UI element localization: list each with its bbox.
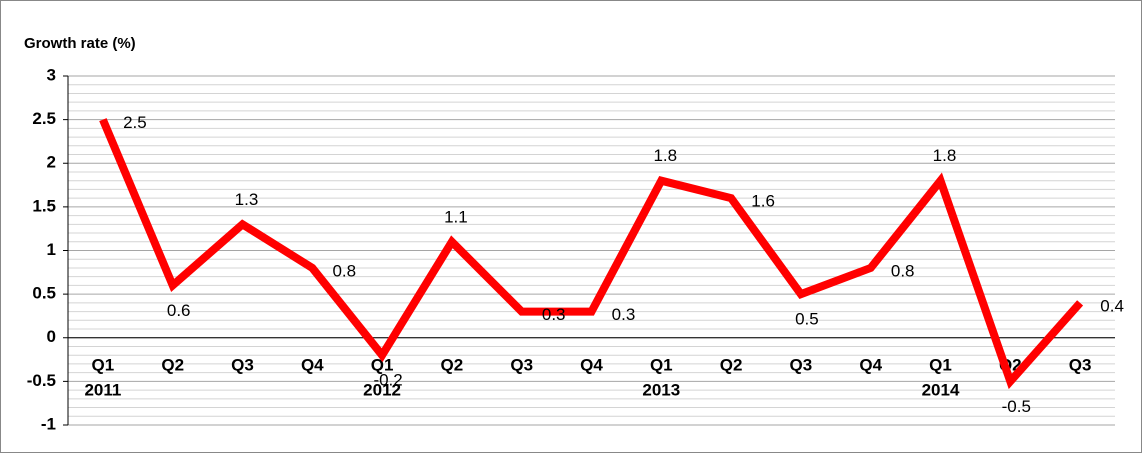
data-label: 2.5 — [123, 113, 147, 132]
data-label: 0.4 — [1100, 296, 1124, 315]
data-label: 0.5 — [795, 310, 819, 329]
y-tick-label: 3 — [47, 65, 56, 84]
data-label: 0.6 — [167, 301, 191, 320]
y-tick-label: 2.5 — [32, 109, 56, 128]
data-label: 1.8 — [653, 146, 677, 165]
data-label: 1.8 — [933, 146, 957, 165]
data-label: 1.6 — [751, 192, 775, 211]
data-label: -0.2 — [373, 371, 402, 390]
x-tick-label: Q4 — [859, 355, 882, 374]
data-label: 0.3 — [542, 305, 566, 324]
y-tick-label: 2 — [47, 153, 56, 172]
y-tick-label: -1 — [41, 414, 56, 433]
x-tick-label: Q3 — [1069, 355, 1092, 374]
x-tick-label: Q4 — [580, 355, 603, 374]
data-label: 0.3 — [612, 305, 636, 324]
y-tick-label: 1.5 — [32, 196, 56, 215]
x-group-label: 2012 — [363, 380, 401, 399]
x-tick-label: Q1 — [92, 355, 115, 374]
x-tick-label: Q1 — [929, 355, 952, 374]
data-label: 1.1 — [444, 207, 468, 226]
x-tick-label: Q2 — [720, 355, 743, 374]
y-tick-label: -0.5 — [27, 371, 56, 390]
data-label: 0.8 — [332, 261, 356, 280]
line — [99, 118, 1084, 390]
data-label: -0.5 — [1002, 397, 1031, 416]
x-tick-label: Q2 — [441, 355, 464, 374]
x-group-label: 2014 — [922, 380, 960, 399]
x-group-label: 2011 — [84, 380, 121, 399]
x-tick-label: Q3 — [231, 355, 254, 374]
x-tick-label: Q1 — [371, 355, 394, 374]
x-tick-label: Q2 — [161, 355, 184, 374]
x-group-label: 2013 — [642, 380, 680, 399]
x-tick-label: Q1 — [650, 355, 673, 374]
chart-title: Growth rate (%) — [24, 35, 136, 52]
data-label: 0.8 — [891, 261, 915, 280]
y-tick-label: 1 — [47, 240, 56, 259]
y-tick-label: 0.5 — [32, 284, 56, 303]
y-tick-label: 0 — [47, 327, 56, 346]
x-tick-label: Q3 — [510, 355, 533, 374]
x-tick-label: Q4 — [301, 355, 324, 374]
x-tick-label: Q3 — [790, 355, 813, 374]
data-label: 1.3 — [235, 190, 259, 209]
